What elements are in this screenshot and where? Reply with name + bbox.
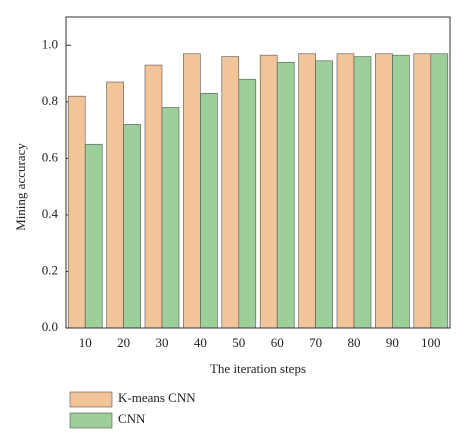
x-tick-label: 50 — [232, 335, 245, 350]
x-axis-label: The iteration steps — [210, 361, 306, 376]
x-tick-label: 90 — [386, 335, 399, 350]
legend-swatch — [69, 412, 113, 429]
bar — [336, 53, 355, 329]
bar — [67, 95, 86, 329]
plot-frame — [65, 16, 451, 329]
y-axis-label: Mining accuracy — [13, 143, 28, 231]
bar — [106, 81, 124, 329]
y-tick-label: 0.6 — [42, 149, 59, 164]
x-tick-label: 70 — [309, 335, 322, 350]
bar — [123, 124, 141, 329]
bar — [144, 64, 163, 329]
bar — [392, 54, 410, 329]
y-tick-label: 0.2 — [42, 262, 58, 277]
bar — [353, 56, 372, 329]
y-tick-label: 0.8 — [42, 93, 58, 108]
bar — [183, 53, 201, 329]
bar — [375, 53, 393, 329]
x-tick-label: 30 — [156, 335, 169, 350]
x-tick-label: 20 — [117, 335, 130, 350]
x-tick-label: 40 — [194, 335, 207, 350]
bar — [238, 78, 257, 329]
bar — [315, 60, 333, 329]
bar — [430, 53, 449, 329]
bar — [259, 54, 278, 329]
y-tick-label: 1.0 — [42, 36, 58, 51]
bar — [84, 143, 103, 329]
bar — [221, 56, 240, 329]
x-tick-label: 80 — [348, 335, 361, 350]
bar — [413, 53, 432, 329]
x-tick-label: 10 — [79, 335, 92, 350]
legend-swatch — [69, 391, 113, 408]
x-tick-label: 60 — [271, 335, 284, 350]
bar — [298, 53, 316, 329]
y-tick-label: 0.0 — [42, 319, 58, 334]
bar — [276, 61, 295, 329]
legend-label: CNN — [118, 411, 146, 426]
bar — [200, 93, 218, 329]
legend-label: K-means CNN — [118, 390, 196, 405]
y-tick-label: 0.4 — [42, 206, 59, 221]
bar — [161, 107, 180, 329]
x-tick-label: 100 — [421, 335, 441, 350]
